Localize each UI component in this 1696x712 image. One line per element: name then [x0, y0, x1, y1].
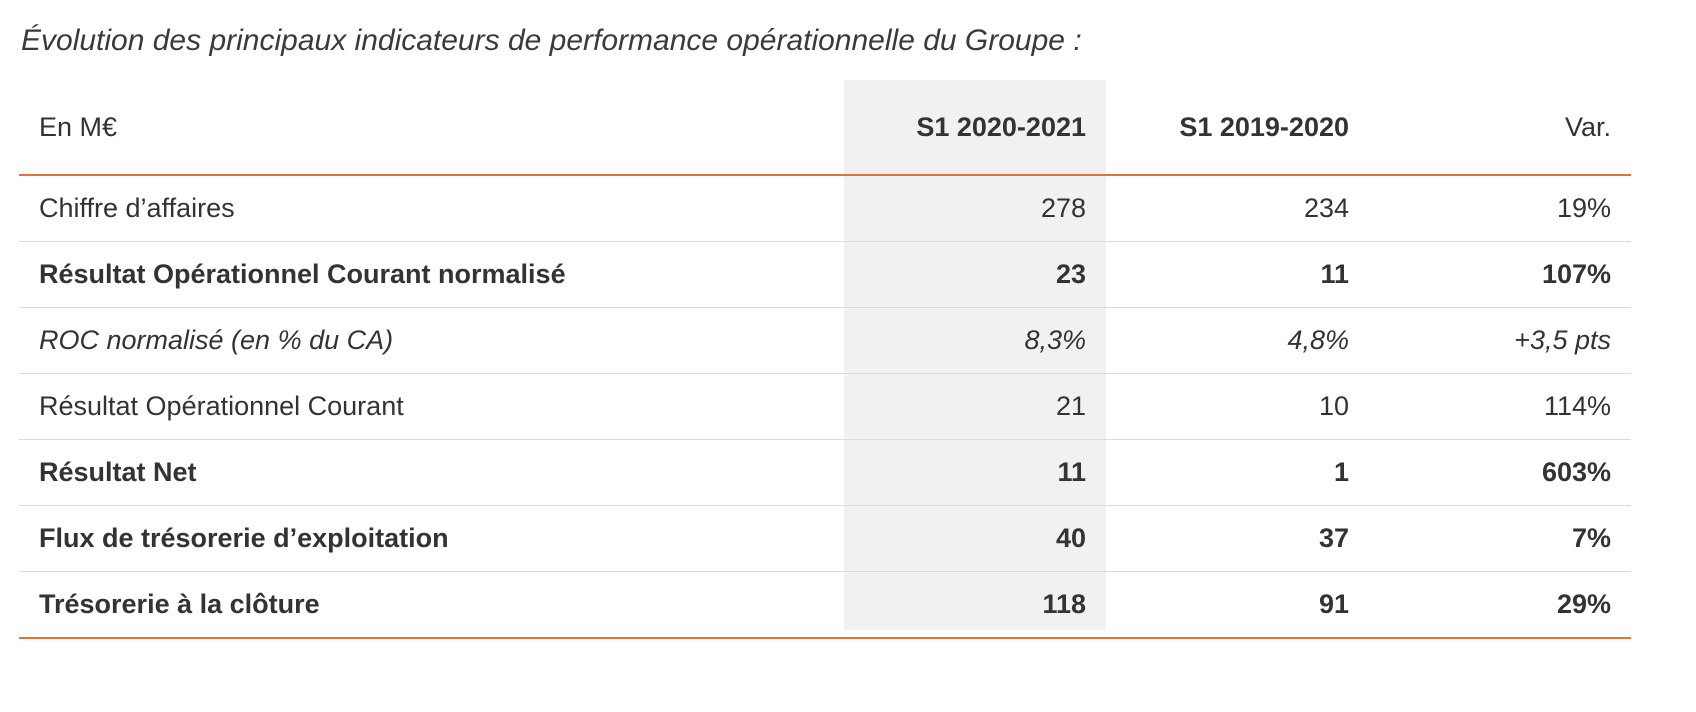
row-previous-value: 234 — [1106, 176, 1349, 241]
row-previous-value: 37 — [1106, 506, 1349, 571]
header-variation: Var. — [1349, 80, 1611, 174]
table-row-operating-cash-flow: Flux de trésorerie d’exploitation 40 37 … — [19, 506, 1631, 572]
row-variation: +3,5 pts — [1349, 308, 1611, 373]
row-current-value: 278 — [844, 176, 1086, 241]
header-previous-period: S1 2019-2020 — [1106, 80, 1349, 174]
row-current-value: 40 — [844, 506, 1086, 571]
row-label: Flux de trésorerie d’exploitation — [39, 506, 449, 571]
row-variation: 114% — [1349, 374, 1611, 439]
row-variation: 29% — [1349, 572, 1611, 637]
row-variation: 19% — [1349, 176, 1611, 241]
table-row-net-income: Résultat Net 11 1 603% — [19, 440, 1631, 506]
row-label: Chiffre d’affaires — [39, 176, 235, 241]
row-label: Résultat Opérationnel Courant normalisé — [39, 242, 566, 307]
row-label: Résultat Opérationnel Courant — [39, 374, 404, 439]
row-current-value: 21 — [844, 374, 1086, 439]
table-title: Évolution des principaux indicateurs de … — [21, 24, 1082, 58]
header-current-period: S1 2020-2021 — [844, 80, 1086, 174]
row-variation: 107% — [1349, 242, 1611, 307]
row-previous-value: 1 — [1106, 440, 1349, 505]
row-previous-value: 91 — [1106, 572, 1349, 637]
row-label: Trésorerie à la clôture — [39, 572, 320, 637]
table-header-row: En M€ S1 2020-2021 S1 2019-2020 Var. — [19, 80, 1631, 176]
row-previous-value: 10 — [1106, 374, 1349, 439]
row-previous-value: 11 — [1106, 242, 1349, 307]
row-variation: 7% — [1349, 506, 1611, 571]
header-label-cell: En M€ — [39, 80, 117, 174]
table-row-normalized-operating-income: Résultat Opérationnel Courant normalisé … — [19, 242, 1631, 308]
table-row-revenue: Chiffre d’affaires 278 234 19% — [19, 176, 1631, 242]
row-label: ROC normalisé (en % du CA) — [39, 308, 393, 373]
table-row-operating-income: Résultat Opérationnel Courant 21 10 114% — [19, 374, 1631, 440]
row-current-value: 23 — [844, 242, 1086, 307]
kpi-table: En M€ S1 2020-2021 S1 2019-2020 Var. Chi… — [19, 80, 1631, 639]
row-previous-value: 4,8% — [1106, 308, 1349, 373]
table-row-operating-margin: ROC normalisé (en % du CA) 8,3% 4,8% +3,… — [19, 308, 1631, 374]
row-variation: 603% — [1349, 440, 1611, 505]
table-row-closing-cash: Trésorerie à la clôture 118 91 29% — [19, 572, 1631, 639]
row-current-value: 118 — [844, 572, 1086, 637]
row-current-value: 11 — [844, 440, 1086, 505]
row-current-value: 8,3% — [844, 308, 1086, 373]
row-label: Résultat Net — [39, 440, 197, 505]
